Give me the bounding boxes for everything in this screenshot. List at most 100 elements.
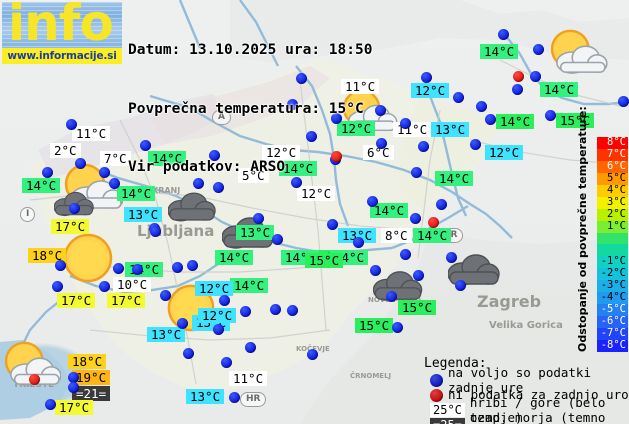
temperature-label: 15°C (398, 300, 437, 315)
station-dot-blue[interactable] (187, 260, 198, 271)
sun-cloud-icon (3, 338, 61, 388)
station-dot-blue[interactable] (172, 262, 183, 273)
station-dot-blue[interactable] (68, 382, 79, 393)
station-dot-blue[interactable] (327, 219, 338, 230)
station-dot-blue[interactable] (213, 182, 224, 193)
station-dot-blue[interactable] (160, 290, 171, 301)
station-dot-blue[interactable] (113, 263, 124, 274)
station-dot-blue[interactable] (476, 101, 487, 112)
station-dot-blue[interactable] (331, 113, 342, 124)
legend-title: Legenda: (424, 356, 487, 371)
map-road-badge: HR (240, 392, 267, 407)
station-dot-blue[interactable] (99, 167, 110, 178)
station-dot-blue[interactable] (400, 118, 411, 129)
station-dot-blue[interactable] (270, 304, 281, 315)
station-dot-blue[interactable] (42, 167, 53, 178)
station-dot-blue[interactable] (221, 357, 232, 368)
cloud-dark-icon (168, 190, 216, 224)
station-dot-blue[interactable] (183, 348, 194, 359)
station-dot-blue[interactable] (109, 178, 120, 189)
temperature-deviation-scale: 8°C 7°C 6°C 5°C 4°C 3°C 2°C 1°C -1°C -2°C -3°C -4°C… (597, 136, 628, 352)
station-dot-blue[interactable] (306, 131, 317, 142)
temperature-label: 10°C (113, 277, 152, 292)
logo-wordmark: info (8, 2, 114, 52)
station-dot-blue[interactable] (287, 99, 298, 110)
station-dot-blue[interactable] (436, 199, 447, 210)
station-dot-blue[interactable] (75, 158, 86, 169)
station-dot-blue[interactable] (55, 260, 66, 271)
station-dot-blue[interactable] (392, 322, 403, 333)
temperature-label: 19°C (72, 370, 111, 385)
station-dot-blue[interactable] (413, 270, 424, 281)
scale-band: -5°C (597, 303, 628, 317)
station-dot-blue[interactable] (470, 139, 481, 150)
station-dot-blue[interactable] (376, 138, 387, 149)
station-dot-blue[interactable] (291, 177, 302, 188)
station-dot-blue[interactable] (140, 140, 151, 151)
temperature-label: 15°C (556, 113, 595, 128)
station-dot-blue[interactable] (68, 372, 79, 383)
station-dot-blue[interactable] (296, 73, 307, 84)
sun-cloud-icon (548, 26, 608, 76)
station-dot-blue[interactable] (410, 213, 421, 224)
temperature-label: 6°C (363, 145, 394, 160)
station-dot-blue[interactable] (213, 324, 224, 335)
temperature-label: 11°C (393, 122, 432, 137)
station-dot-blue[interactable] (150, 226, 161, 237)
temperature-label: 14°C (215, 250, 254, 265)
station-dot-blue[interactable] (240, 306, 251, 317)
station-dot-blue[interactable] (446, 252, 457, 263)
station-dot-blue[interactable] (253, 213, 264, 224)
map-place-label: Zagreb (477, 292, 542, 311)
station-dot-blue[interactable] (209, 150, 220, 161)
station-dot-red[interactable] (513, 71, 524, 82)
station-dot-blue[interactable] (245, 342, 256, 353)
station-dot-blue[interactable] (52, 281, 63, 292)
station-dot-blue[interactable] (421, 72, 432, 83)
scale-axis-title: Odstopanje od povprečne temperature: (576, 106, 589, 352)
scale-band: 4°C (597, 184, 628, 197)
legend: Legenda: na voljo so podatki zadnje ure n… (424, 356, 629, 424)
station-dot-blue[interactable] (512, 84, 523, 95)
station-dot-blue[interactable] (498, 29, 509, 40)
temperature-label: =21= (72, 386, 111, 401)
temperature-label: 14°C (496, 114, 535, 129)
station-dot-blue[interactable] (193, 178, 204, 189)
station-dot-blue[interactable] (370, 265, 381, 276)
station-dot-blue[interactable] (66, 119, 77, 130)
station-dot-blue[interactable] (455, 280, 466, 291)
station-dot-blue[interactable] (272, 234, 283, 245)
scale-band: 7°C (597, 148, 628, 161)
station-dot-blue[interactable] (418, 141, 429, 152)
station-dot-blue[interactable] (411, 167, 422, 178)
station-dot-red[interactable] (29, 374, 40, 385)
station-dot-blue[interactable] (530, 71, 541, 82)
station-dot-blue[interactable] (69, 203, 80, 214)
station-dot-blue[interactable] (353, 237, 364, 248)
legend-row: ni podatka za zadnjo uro (430, 387, 629, 403)
station-dot-blue[interactable] (400, 249, 411, 260)
logo-url-text: www.informacije.si (7, 50, 117, 62)
station-dot-blue[interactable] (132, 264, 143, 275)
temperature-label: 14°C (480, 44, 519, 59)
station-dot-blue[interactable] (386, 291, 397, 302)
station-dot-blue[interactable] (533, 44, 544, 55)
station-dot-blue[interactable] (287, 305, 298, 316)
station-dot-red[interactable] (428, 217, 439, 228)
station-dot-blue[interactable] (545, 110, 556, 121)
station-dot-blue[interactable] (99, 281, 110, 292)
station-dot-blue[interactable] (307, 349, 318, 360)
station-dot-blue[interactable] (453, 92, 464, 103)
station-dot-blue[interactable] (177, 318, 188, 329)
station-dot-blue[interactable] (485, 114, 496, 125)
station-dot-blue[interactable] (618, 96, 629, 107)
station-dot-blue[interactable] (367, 196, 378, 207)
station-dot-red[interactable] (331, 151, 342, 162)
station-dot-blue[interactable] (229, 392, 240, 403)
site-logo[interactable]: info www.informacije.si (2, 2, 122, 64)
station-dot-blue[interactable] (375, 105, 386, 116)
station-dot-blue[interactable] (219, 295, 230, 306)
scale-band: 8°C (597, 136, 628, 149)
legend-row-text: ni podatka za zadnjo uro (448, 387, 629, 403)
station-dot-blue[interactable] (45, 399, 56, 410)
